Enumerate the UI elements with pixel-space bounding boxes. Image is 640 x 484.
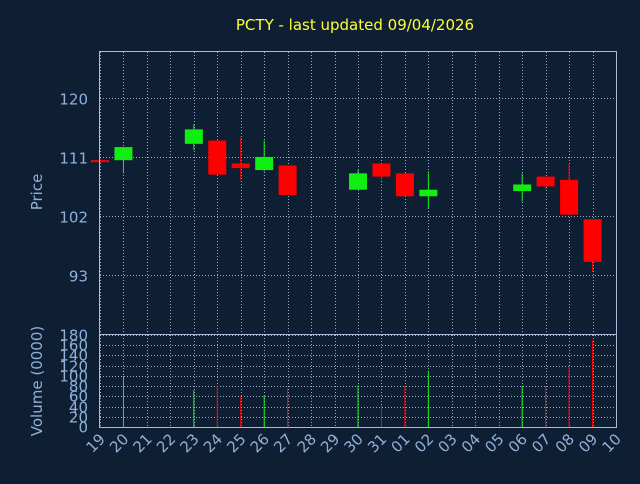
volume-y-tick: 20 xyxy=(69,409,88,427)
candle-body xyxy=(536,176,555,187)
volume-y-tick: 120 xyxy=(59,358,88,376)
volume-bars xyxy=(122,340,594,427)
candle-body xyxy=(184,129,203,144)
volume-y-tick: 100 xyxy=(59,368,88,386)
volume-axis-label: Volume (0000) xyxy=(28,326,46,436)
volume-y-tick: 80 xyxy=(69,378,88,396)
candle-body xyxy=(231,163,250,169)
candle-body xyxy=(395,173,414,197)
price-y-tick: 93 xyxy=(69,268,88,286)
price-y-tick: 120 xyxy=(59,91,88,109)
candle-body xyxy=(255,156,274,171)
candle-body xyxy=(560,179,579,215)
candles xyxy=(91,124,602,272)
price-y-tick: 102 xyxy=(59,209,88,227)
candle-body xyxy=(278,165,297,195)
volume-y-tick: 40 xyxy=(69,399,88,417)
volume-y-tick: 140 xyxy=(59,347,88,365)
candle-body xyxy=(583,219,602,262)
chart-title: PCTY - last updated 09/04/2026 xyxy=(236,16,474,34)
price-y-tick: 111 xyxy=(59,150,88,168)
x-axis-label: Day xyxy=(334,459,362,475)
volume-y-tick: 160 xyxy=(59,337,88,355)
price-y-ticks: 93 102 111 120 xyxy=(59,91,88,286)
candle-body xyxy=(349,173,367,190)
candle-body xyxy=(114,147,133,161)
price-axis-label: Price xyxy=(28,174,46,211)
candle-body xyxy=(419,189,438,197)
volume-panel-frame xyxy=(99,334,617,428)
volume-y-tick: 60 xyxy=(69,388,88,406)
volume-y-tick: 180 xyxy=(59,327,88,345)
candle-body xyxy=(513,184,532,192)
volume-y-tick: 0 xyxy=(78,419,88,437)
candle-body xyxy=(372,163,391,177)
x-tick-labels: 1920212223242526272829303101020304050607… xyxy=(83,430,625,456)
candle-body xyxy=(208,140,227,175)
